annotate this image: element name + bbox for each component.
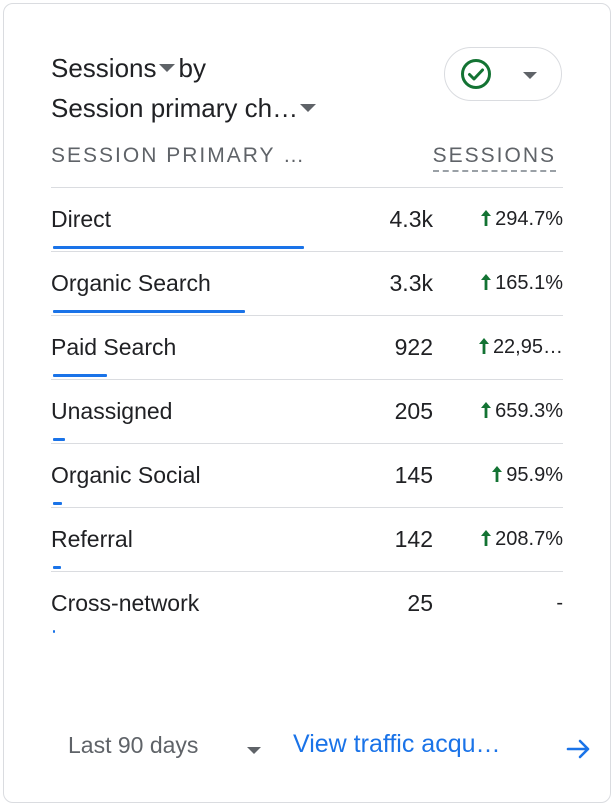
table-row[interactable]: Unassigned 205 659.3% (51, 379, 563, 443)
channel-label: Cross-network (51, 590, 200, 616)
table-row[interactable]: Direct 4.3k 294.7% (51, 187, 563, 251)
title-by-text: by (178, 53, 206, 83)
table-row[interactable]: Organic Social 145 95.9% (51, 443, 563, 507)
metric-dropdown-icon[interactable] (158, 64, 175, 73)
change-text: 22,95… (492, 336, 563, 358)
change-value: - (556, 592, 563, 615)
share-bar (53, 438, 65, 441)
table-row[interactable]: Referral 142 208.7% (51, 507, 563, 571)
channel-label: Organic Search (51, 270, 211, 296)
chevron-down-icon (523, 72, 537, 79)
sessions-value: 142 (394, 526, 433, 552)
change-text: 95.9% (506, 464, 563, 486)
arrow-up-icon (481, 402, 492, 418)
view-traffic-acquisition-link[interactable]: View traffic acqu… (293, 730, 501, 758)
status-menu-button[interactable] (444, 47, 562, 101)
table-row[interactable]: Paid Search 922 22,95… (51, 315, 563, 379)
card-footer: Last 90 days View traffic acqu… (4, 724, 616, 774)
metric-selector[interactable]: Sessions (51, 53, 179, 83)
table-row[interactable]: Organic Search 3.3k 165.1% (51, 251, 563, 315)
sessions-value: 3.3k (389, 270, 433, 296)
change-text: 165.1% (495, 272, 563, 294)
change-value: 659.3% (479, 400, 563, 423)
date-range-selector[interactable]: Last 90 days (68, 732, 199, 758)
change-value: 208.7% (479, 528, 563, 551)
sessions-value: 4.3k (389, 206, 433, 232)
share-bar (53, 630, 55, 633)
metric-label: Sessions (51, 53, 157, 83)
change-text: 208.7% (495, 528, 563, 550)
change-value: 165.1% (479, 272, 563, 295)
arrow-up-icon (481, 530, 492, 546)
share-bar (53, 310, 245, 313)
change-text: - (556, 592, 563, 614)
sessions-value: 25 (407, 590, 433, 616)
sessions-value: 922 (394, 334, 433, 360)
channel-table: Direct 4.3k 294.7% Organic Search 3.3k 1… (51, 187, 563, 635)
change-text: 659.3% (495, 400, 563, 422)
sessions-column-header[interactable]: SESSIONS (432, 144, 556, 172)
arrow-up-icon (481, 210, 492, 226)
share-bar (53, 502, 62, 505)
sessions-value: 145 (394, 462, 433, 488)
channel-label: Unassigned (51, 398, 173, 424)
arrow-up-icon (478, 338, 489, 354)
table-row[interactable]: Cross-network 25 - (51, 571, 563, 635)
sessions-card: Sessions by Session primary ch… SESSION P… (3, 3, 611, 803)
check-circle-icon (461, 59, 491, 89)
share-bar (53, 374, 107, 377)
arrow-up-icon (481, 274, 492, 290)
arrow-up-icon (492, 466, 503, 482)
dimension-column-header: SESSION PRIMARY … (51, 144, 306, 167)
channel-label: Referral (51, 526, 133, 552)
channel-label: Direct (51, 206, 112, 232)
dimension-selector[interactable]: Session primary ch… (51, 93, 320, 123)
channel-label: Paid Search (51, 334, 177, 360)
chevron-down-icon[interactable] (247, 747, 261, 754)
dimension-dropdown-icon[interactable] (300, 104, 317, 113)
dimension-label: Session primary ch… (51, 93, 299, 123)
change-value: 95.9% (490, 464, 563, 487)
share-bar (53, 566, 61, 569)
arrow-right-icon[interactable] (566, 738, 592, 760)
change-value: 22,95… (477, 336, 563, 359)
change-text: 294.7% (495, 208, 563, 230)
sessions-value: 205 (394, 398, 433, 424)
share-bar (53, 246, 304, 249)
card-title: Sessions by Session primary ch… (51, 48, 431, 128)
change-value: 294.7% (479, 208, 563, 231)
channel-label: Organic Social (51, 462, 201, 488)
